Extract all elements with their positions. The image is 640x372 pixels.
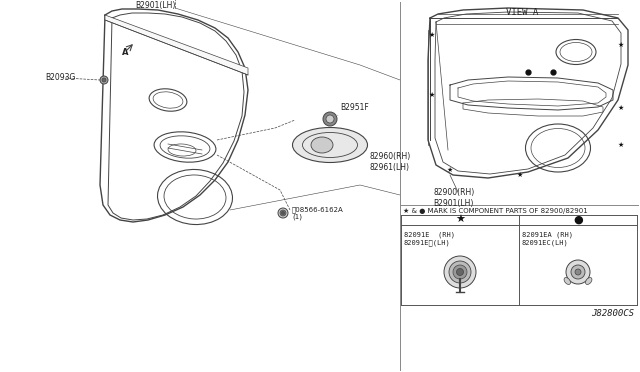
Text: ★: ★	[517, 172, 523, 178]
Circle shape	[100, 76, 108, 84]
Text: 82091E  (RH)
82091EⅡ(LH): 82091E (RH) 82091EⅡ(LH)	[404, 231, 455, 246]
Circle shape	[323, 112, 337, 126]
Text: ★ & ● MARK IS COMPONENT PARTS OF 82900/82901: ★ & ● MARK IS COMPONENT PARTS OF 82900/8…	[403, 208, 588, 214]
Ellipse shape	[564, 278, 570, 285]
Text: B2900(RH)
B2901(LH): B2900(RH) B2901(LH)	[134, 0, 176, 10]
Text: ★: ★	[429, 92, 435, 98]
Text: ★: ★	[447, 167, 453, 173]
Ellipse shape	[311, 137, 333, 153]
Text: ●: ●	[573, 215, 583, 225]
Circle shape	[566, 260, 590, 284]
Text: 82091EA (RH)
82091EC(LH): 82091EA (RH) 82091EC(LH)	[522, 231, 573, 246]
Circle shape	[326, 115, 334, 123]
Circle shape	[456, 269, 463, 276]
Circle shape	[571, 265, 585, 279]
Text: ★: ★	[618, 142, 624, 148]
Circle shape	[449, 261, 471, 283]
Circle shape	[280, 210, 286, 216]
Text: 82960(RH)
82961(LH): 82960(RH) 82961(LH)	[370, 152, 412, 172]
Text: B2951F: B2951F	[340, 103, 369, 112]
Polygon shape	[105, 15, 248, 75]
Circle shape	[278, 208, 288, 218]
Text: ★: ★	[429, 32, 435, 38]
Circle shape	[453, 265, 467, 279]
Text: 82900(RH)
B2901(LH): 82900(RH) B2901(LH)	[433, 188, 474, 208]
Circle shape	[102, 78, 106, 82]
Circle shape	[575, 269, 581, 275]
Text: ★: ★	[455, 215, 465, 225]
Text: VIEW A: VIEW A	[506, 8, 538, 17]
Ellipse shape	[292, 128, 367, 163]
Text: B2093G: B2093G	[45, 74, 76, 83]
Text: J82800CS: J82800CS	[591, 309, 634, 318]
Text: ゃ08566-6162A
(1): ゃ08566-6162A (1)	[292, 206, 344, 220]
Circle shape	[282, 212, 285, 215]
Text: ★: ★	[618, 42, 624, 48]
Circle shape	[444, 256, 476, 288]
Text: ★: ★	[618, 105, 624, 111]
Text: A: A	[122, 48, 129, 57]
Ellipse shape	[586, 278, 592, 285]
